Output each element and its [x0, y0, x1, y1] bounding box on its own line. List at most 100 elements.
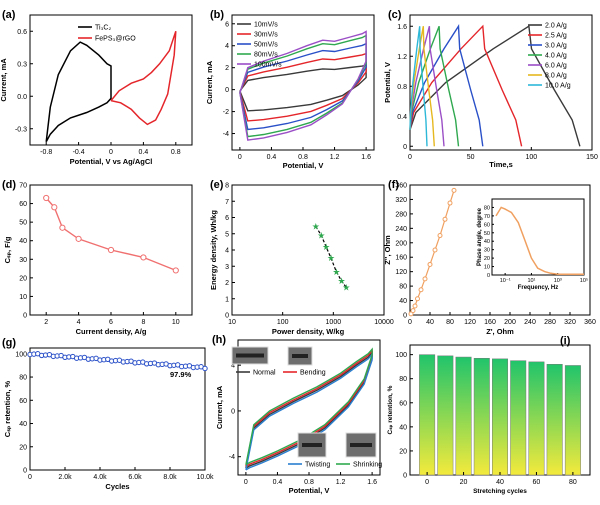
y-tick-label: 4	[231, 363, 235, 370]
legend-label-1: Bending	[300, 370, 326, 377]
inset-frame	[491, 198, 585, 276]
series-line-0	[409, 25, 581, 147]
plot-frame	[231, 184, 385, 316]
y-tick-label: 80	[399, 284, 407, 291]
legend-label-4: 100mV/s	[254, 62, 282, 69]
data-point	[140, 254, 147, 261]
y-tick-label: 20	[19, 444, 27, 451]
x-tick-label: 10	[172, 319, 180, 326]
x-tick-label: 1.2	[330, 154, 340, 161]
y-axis-label: Current, mA	[205, 60, 214, 104]
x-tick-label: 360	[584, 319, 596, 326]
series-line-2	[245, 352, 373, 471]
x-tick-label: 0	[109, 149, 113, 156]
panel-label: (b)	[210, 9, 224, 21]
series-line-1	[409, 24, 523, 147]
x-tick-label: 6	[109, 319, 113, 326]
x-tick-label: 80	[446, 319, 454, 326]
panel-g: 0 2.0k 4.0k 6.0k 8.0k 10.0k 0 20 40 60 80 100 Cycles…	[2, 337, 214, 491]
y-tick-label: 1.6	[397, 24, 407, 31]
x-tick-label: 200	[504, 319, 516, 326]
x-tick-label: 0	[244, 479, 248, 486]
x-tick-label: 280	[544, 319, 556, 326]
data-point	[447, 200, 453, 206]
inset-y-tick-label: 20	[484, 256, 490, 262]
bar-0	[419, 354, 436, 476]
data-point	[75, 235, 82, 242]
x-axis-label: Potential, V	[283, 161, 324, 170]
inset-y-tick-label: 0	[487, 273, 490, 279]
inset-y-tick-label: 70	[484, 214, 490, 220]
y-tick-label: 40	[19, 421, 27, 428]
x-tick-label: 320	[564, 319, 576, 326]
y-tick-label: 8	[225, 183, 229, 190]
legend-label-0: Normal	[253, 370, 276, 377]
x-axis-label: Stretching cycles	[473, 488, 527, 495]
inset-series-line	[495, 206, 584, 275]
y-tick-label: 80	[399, 376, 407, 383]
series-line-1	[110, 30, 177, 126]
bar-40	[492, 358, 508, 476]
x-tick-label: 1.2	[336, 479, 346, 486]
x-tick-label: -0.8	[40, 149, 52, 156]
legend-label-4: 6.0 A/g	[545, 63, 567, 70]
panel-d: 2 4 6 8 10 0 10 20 30 40 50 60 70 Current density, A/…	[2, 179, 193, 336]
y-axis-label: Cₛₚ, F/g	[3, 236, 12, 263]
y-tick-label: 0	[231, 408, 235, 415]
y-tick-label: 70	[19, 183, 27, 190]
series-line-0	[239, 64, 367, 112]
x-tick-label: 150	[586, 154, 598, 161]
inset-y-axis-label: Phase angle, degree	[477, 207, 483, 266]
legend-label-2: 50mV/s	[254, 42, 278, 49]
x-tick-label: 160	[484, 319, 496, 326]
inset-x-axis-label: Frequency, Hz	[518, 285, 559, 291]
y-axis-label: Cₛₚ retention, %	[387, 385, 394, 434]
x-tick-label: 120	[464, 319, 476, 326]
x-tick-label: 8.0k	[163, 474, 177, 481]
x-tick-label: 100	[277, 319, 289, 326]
x-tick-label: 1000	[326, 319, 342, 326]
inset-y-tick-label: 10	[484, 265, 490, 271]
data-point	[432, 247, 438, 253]
inset-x-tick-label: 10⁵	[580, 277, 588, 284]
panel-a: -0.8 -0.4 0 0.4 0.8 -0.3 0.0 0.3 0.6 Potential, V…	[0, 9, 193, 166]
inset-x-tick-label: 10⁻¹	[500, 278, 511, 284]
y-axis-label: Potential, V	[383, 62, 392, 103]
series-line-3	[409, 25, 460, 147]
x-tick-label: 2	[44, 319, 48, 326]
y-tick-label: 100	[15, 351, 27, 358]
series-line-4	[239, 30, 367, 141]
x-axis-label: Z', Ohm	[486, 327, 514, 336]
y-tick-label: 0	[403, 313, 407, 320]
legend-label-1: FePS₃@rGO	[95, 36, 136, 43]
x-tick-label: 40	[426, 319, 434, 326]
y-tick-label: 0.6	[17, 29, 27, 36]
x-tick-label: 240	[524, 319, 536, 326]
x-tick-label: 100	[525, 154, 537, 161]
data-point: ★	[327, 253, 335, 263]
legend-label-0: Ti₃C₂	[95, 25, 111, 32]
x-tick-label: 0.4	[139, 149, 149, 156]
y-tick-label: 40	[19, 238, 27, 245]
device-photo-detail	[292, 354, 308, 358]
panel-f: 0 40 80 120 160 200 240 280 320 36004080120160200…	[383, 179, 596, 336]
plot-frame	[409, 184, 591, 316]
inset-y-tick-label: 80	[484, 205, 490, 211]
data-point	[412, 303, 418, 309]
legend-label-3: 80mV/s	[254, 52, 278, 59]
x-tick-label: 4.0k	[93, 474, 107, 481]
panel-h: 0 0.4 0.8 1.2 1.6 -4 0 4 Potential, V Current, mA…	[212, 334, 382, 495]
x-axis-label: Power density, W/kg	[272, 327, 345, 336]
data-point: ★	[322, 242, 330, 252]
x-tick-label: 40	[496, 479, 504, 486]
y-tick-label: 5	[225, 231, 229, 238]
x-tick-label: 50	[467, 154, 475, 161]
series-line-2	[409, 23, 484, 147]
y-tick-label: 7	[225, 199, 229, 206]
bar-70	[546, 364, 563, 476]
x-tick-label: 0	[238, 154, 242, 161]
series-line	[315, 226, 347, 288]
x-tick-label: 80	[569, 479, 577, 486]
data-point: ★	[332, 267, 340, 277]
